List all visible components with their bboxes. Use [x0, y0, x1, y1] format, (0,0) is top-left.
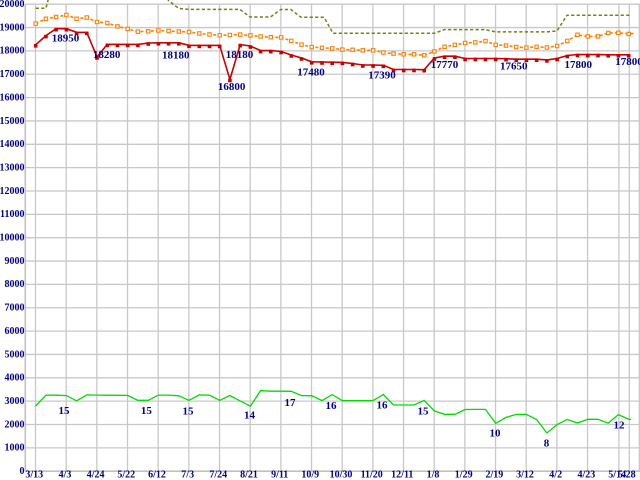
svg-text:5/14: 5/14: [608, 470, 626, 480]
svg-text:17: 17: [285, 397, 297, 409]
svg-text:6/12: 6/12: [148, 470, 166, 480]
svg-text:6000: 6000: [5, 326, 25, 337]
svg-text:18280: 18280: [93, 49, 121, 61]
svg-text:1000: 1000: [5, 443, 25, 454]
svg-text:10000: 10000: [0, 233, 25, 244]
svg-text:5/22: 5/22: [117, 470, 135, 480]
svg-text:10: 10: [490, 427, 502, 439]
svg-text:14000: 14000: [0, 139, 25, 150]
svg-text:15000: 15000: [0, 116, 25, 127]
svg-text:11000: 11000: [0, 209, 24, 220]
svg-text:18000: 18000: [0, 46, 25, 57]
svg-text:20000: 20000: [0, 0, 25, 10]
svg-text:3/12: 3/12: [516, 470, 534, 480]
svg-text:13000: 13000: [0, 162, 25, 173]
svg-text:18180: 18180: [162, 50, 190, 62]
svg-text:16: 16: [377, 400, 389, 412]
svg-text:4/23: 4/23: [578, 470, 596, 480]
svg-text:11/20: 11/20: [361, 470, 383, 480]
svg-text:0: 0: [20, 466, 25, 477]
svg-text:9/11: 9/11: [271, 470, 288, 480]
svg-text:7/3: 7/3: [181, 470, 194, 480]
svg-text:14: 14: [244, 410, 256, 422]
svg-text:10/30: 10/30: [330, 470, 353, 480]
svg-text:3000: 3000: [5, 396, 25, 407]
svg-text:1/29: 1/29: [455, 470, 473, 480]
svg-text:15: 15: [59, 405, 71, 417]
svg-text:15: 15: [418, 406, 430, 418]
svg-text:2000: 2000: [5, 419, 25, 430]
svg-text:5/28: 5/28: [618, 470, 636, 480]
svg-text:17390: 17390: [368, 70, 396, 82]
svg-text:18950: 18950: [52, 33, 80, 45]
svg-text:1/8: 1/8: [427, 470, 440, 480]
svg-text:4000: 4000: [5, 373, 25, 384]
svg-text:12000: 12000: [0, 186, 25, 197]
svg-text:17800: 17800: [564, 59, 592, 71]
svg-text:17000: 17000: [0, 69, 25, 80]
svg-text:7000: 7000: [5, 303, 25, 314]
svg-text:3/13: 3/13: [25, 470, 43, 480]
svg-text:12/11: 12/11: [391, 470, 413, 480]
svg-text:12: 12: [614, 420, 626, 432]
svg-text:16000: 16000: [0, 92, 25, 103]
svg-text:17770: 17770: [431, 59, 459, 71]
svg-text:9000: 9000: [5, 256, 25, 267]
svg-text:16: 16: [326, 400, 338, 412]
svg-text:8000: 8000: [5, 279, 25, 290]
svg-text:7/24: 7/24: [209, 470, 227, 480]
svg-text:18180: 18180: [226, 49, 254, 61]
svg-text:10/9: 10/9: [301, 470, 319, 480]
svg-text:19000: 19000: [0, 22, 25, 33]
svg-text:4/2: 4/2: [549, 470, 562, 480]
svg-text:8: 8: [544, 438, 550, 450]
svg-text:5000: 5000: [5, 349, 25, 360]
svg-text:17480: 17480: [297, 67, 325, 79]
svg-text:15: 15: [183, 406, 195, 418]
svg-text:4/24: 4/24: [87, 470, 105, 480]
svg-text:15: 15: [141, 405, 153, 417]
svg-text:4/3: 4/3: [59, 470, 72, 480]
svg-text:17800: 17800: [615, 56, 640, 68]
svg-text:2/19: 2/19: [486, 470, 504, 480]
svg-text:8/21: 8/21: [240, 470, 258, 480]
svg-text:16800: 16800: [218, 81, 246, 93]
svg-text:17650: 17650: [500, 61, 528, 73]
